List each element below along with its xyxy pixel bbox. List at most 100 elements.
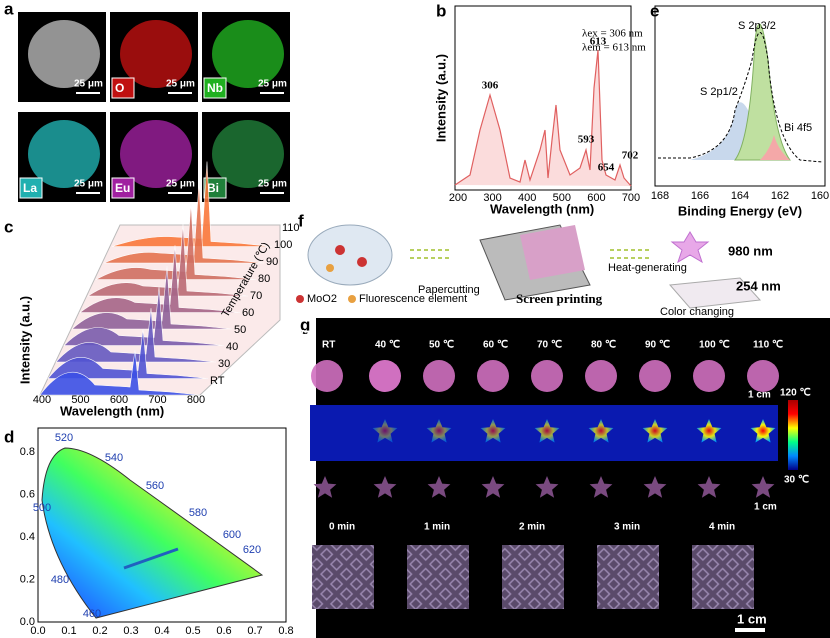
scale-label: 25 μm xyxy=(74,179,103,190)
temperature-label: 80 ℃ xyxy=(591,340,616,351)
sample-disc xyxy=(585,360,617,392)
row-label: (3) xyxy=(300,461,316,476)
wavelength-label: 620 xyxy=(243,544,261,556)
element-label: La xyxy=(23,181,37,195)
y-tick-label: 0.0 xyxy=(20,616,35,628)
thermal-star xyxy=(588,419,614,443)
legend-text: Fluorescence element xyxy=(359,293,467,305)
peak-fit xyxy=(734,23,791,161)
panel-label: c xyxy=(4,217,13,236)
temperature-label: 110 ℃ xyxy=(753,340,783,351)
star xyxy=(670,231,710,264)
panel-label: g xyxy=(300,315,310,334)
x-tick-label: 600 xyxy=(587,192,605,204)
wavelength-label: 480 xyxy=(51,574,69,586)
wavelength-label: 600 xyxy=(223,529,241,541)
x-tick-label: 800 xyxy=(187,394,205,406)
wavelength-label: 540 xyxy=(105,452,123,464)
y-tick-label: 0.4 xyxy=(20,531,35,543)
time-label: 1 min xyxy=(424,522,450,533)
axis-label: Intensity (a.u.) xyxy=(433,54,448,142)
spectrum xyxy=(39,349,201,396)
annotation: 254 nm xyxy=(736,278,781,293)
wavelength-label: 520 xyxy=(55,432,73,444)
x-tick-label: 0.8 xyxy=(278,625,293,637)
cie-diagram xyxy=(41,447,264,619)
panel-label: b xyxy=(436,1,446,20)
sample-star xyxy=(313,476,337,498)
element-box xyxy=(19,177,43,199)
spectrum xyxy=(79,245,241,313)
plot-frame xyxy=(654,5,826,187)
wavelength-label: 500 xyxy=(33,502,51,514)
element-label: Eu xyxy=(115,181,130,195)
time-label: 2 min xyxy=(519,522,545,533)
sample-star xyxy=(481,476,505,498)
scale-line xyxy=(76,92,100,94)
time-label: 0 min xyxy=(329,522,355,533)
x-tick-label: 0.4 xyxy=(154,625,169,637)
thermal-star xyxy=(426,419,452,443)
x-tick-label: 0.5 xyxy=(185,625,200,637)
legend-icon xyxy=(348,295,356,303)
spectrum xyxy=(658,32,823,163)
thermal-star xyxy=(696,419,722,443)
time-label: 4 min xyxy=(709,522,735,533)
pattern-photo xyxy=(597,545,659,609)
pattern-photo xyxy=(502,545,564,609)
peak-label: 306 xyxy=(482,80,499,92)
map-region xyxy=(120,120,192,188)
x-tick-label: 400 xyxy=(33,394,51,406)
axis: 0.0 0.1 0.2 0.3 0.4 0.5 0.6 0.7 0.8 0.0 0.2 0.4 0.6 0… xyxy=(20,432,294,637)
peak-label: 613 xyxy=(590,36,607,48)
colorbar xyxy=(788,400,798,470)
x-tick-label: 0.0 xyxy=(30,625,45,637)
scale-line xyxy=(260,192,284,194)
colorbar-label: 30 ℃ xyxy=(784,475,809,486)
axis: 168 166 164 162 160 xyxy=(651,190,829,202)
scale-line xyxy=(735,628,765,632)
pattern-photo xyxy=(407,545,469,609)
x-tick-label: 600 xyxy=(110,394,128,406)
row-label: (2) xyxy=(300,386,316,401)
map-region xyxy=(28,120,100,188)
temperature-label: 40 ℃ xyxy=(375,340,400,351)
annotation: 980 nm xyxy=(728,243,773,258)
row-label: (4) xyxy=(300,509,316,524)
wavelength-label: 460 xyxy=(83,608,101,620)
scale-bar: 1 cm xyxy=(748,390,771,401)
spectrum xyxy=(454,49,632,187)
thermal-star xyxy=(642,419,668,443)
map-region xyxy=(212,20,284,88)
axis: 200 300 400 500 600 700 306 613 593 654 702 xyxy=(449,36,640,204)
panel-label: d xyxy=(4,427,14,446)
wavelength-label: 560 xyxy=(146,480,164,492)
axis-label: Wavelength (nm) xyxy=(60,403,164,418)
temperature-label: 110 xyxy=(282,222,300,234)
peak-label: 654 xyxy=(598,162,615,174)
scale-label: 25 μm xyxy=(166,179,195,190)
sample-star xyxy=(427,476,451,498)
sample-disc xyxy=(531,360,563,392)
x-tick-label: 166 xyxy=(691,190,709,202)
element-box xyxy=(111,77,135,99)
x-tick-label: 160 xyxy=(811,190,829,202)
scale-line xyxy=(260,92,284,94)
sample-star xyxy=(697,476,721,498)
element-box xyxy=(203,177,227,199)
sample-star xyxy=(535,476,559,498)
arrow xyxy=(610,249,650,259)
sample-star xyxy=(751,476,775,498)
panel-label: f xyxy=(298,211,304,230)
scale-bar: 1 cm xyxy=(754,502,777,513)
step-label: Papercutting xyxy=(418,284,480,296)
element-label: Bi xyxy=(207,181,219,195)
temperature-label: 30 xyxy=(218,358,230,370)
axis-label: Intensity (a.u.) xyxy=(17,296,32,384)
x-tick-label: 0.2 xyxy=(92,625,107,637)
pattern-photo xyxy=(312,545,374,609)
x-tick-label: 0.3 xyxy=(123,625,138,637)
element-label: Nb xyxy=(207,81,223,95)
temperature-label: 90 xyxy=(266,256,278,268)
sample-disc xyxy=(693,360,725,392)
